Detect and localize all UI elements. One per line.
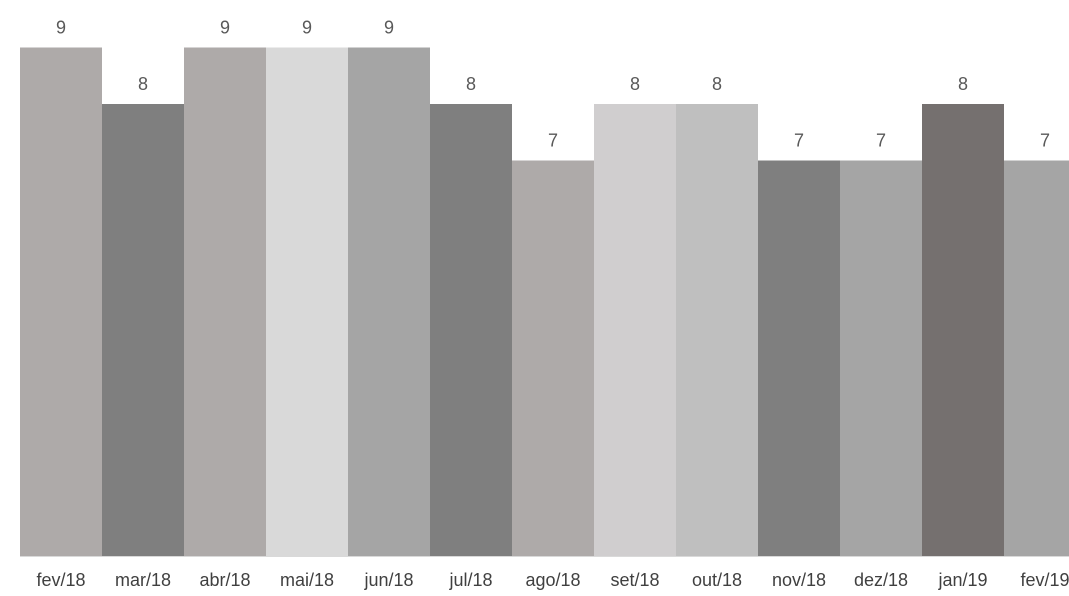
bar-nov-18 [758,160,840,556]
bar-dez-18 [840,160,922,556]
data-label-dez-18: 7 [876,131,886,151]
x-tick-label-jul-18: jul/18 [448,570,492,590]
x-tick-label-abr-18: abr/18 [199,570,250,590]
data-label-jan-19: 8 [958,74,968,94]
data-label-jul-18: 8 [466,74,476,94]
bars-group [20,47,1069,556]
data-label-mai-18: 9 [302,18,312,38]
data-label-jun-18: 9 [384,18,394,38]
data-label-ago-18: 7 [548,131,558,151]
bar-jan-19 [922,104,1004,556]
data-label-fev-19: 7 [1040,131,1050,151]
data-label-set-18: 8 [630,74,640,94]
x-tick-label-dez-18: dez/18 [854,570,908,590]
bar-fev-19 [1004,160,1069,556]
bar-set-18 [594,104,676,556]
x-tick-label-mai-18: mai/18 [280,570,334,590]
x-tick-label-out-18: out/18 [692,570,742,590]
x-tick-label-ago-18: ago/18 [525,570,580,590]
bar-jul-18 [430,104,512,556]
bar-out-18 [676,104,758,556]
data-label-mar-18: 8 [138,74,148,94]
bar-abr-18 [184,47,266,556]
x-tick-labels-group: fev/18 mar/18 abr/18 mai/18 jun/18 jul/18 ago/… [36,570,1069,590]
data-labels-group: 9 8 9 9 9 8 7 8 8 7 7 8 7 [56,18,1050,151]
data-label-out-18: 8 [712,74,722,94]
bar-fev-18 [20,47,102,556]
x-tick-label-fev-18: fev/18 [36,570,85,590]
bar-mai-18 [266,47,348,556]
x-tick-label-set-18: set/18 [610,570,659,590]
bar-mar-18 [102,104,184,556]
x-tick-label-jan-19: jan/19 [937,570,987,590]
bar-jun-18 [348,47,430,556]
data-label-nov-18: 7 [794,131,804,151]
x-tick-label-jun-18: jun/18 [363,570,413,590]
bar-ago-18 [512,160,594,556]
x-tick-label-mar-18: mar/18 [115,570,171,590]
data-label-abr-18: 9 [220,18,230,38]
data-label-fev-18: 9 [56,18,66,38]
x-tick-label-nov-18: nov/18 [772,570,826,590]
x-tick-label-fev-19: fev/19 [1020,570,1069,590]
